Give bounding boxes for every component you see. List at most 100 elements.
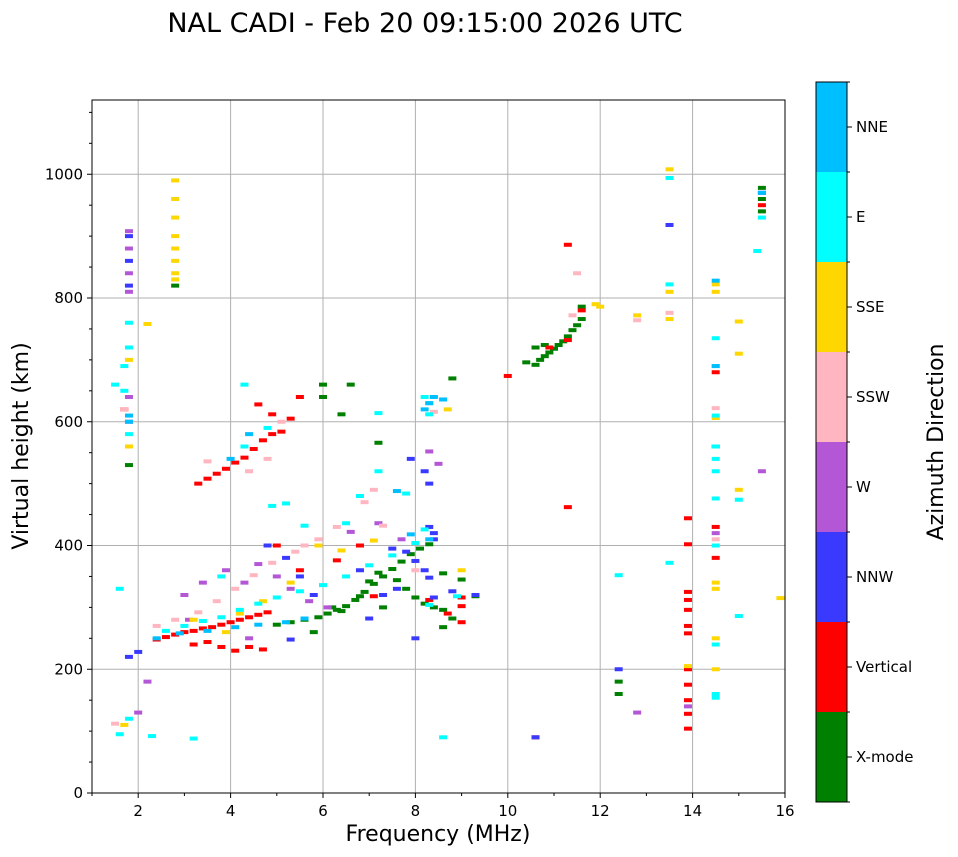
data-point-sse [596, 304, 605, 309]
data-point-ssw [314, 537, 323, 542]
data-point-e [374, 469, 383, 474]
data-point-w [683, 704, 692, 709]
data-point-ssw [665, 310, 674, 315]
data-point-nnw [263, 543, 272, 548]
data-point-sse [711, 636, 720, 641]
data-point-sse [711, 416, 720, 421]
data-point-vertical [683, 542, 692, 547]
data-point-x-mode [757, 185, 766, 190]
data-point-sse [711, 289, 720, 294]
data-point-sse [143, 321, 152, 326]
data-point-vertical [217, 622, 226, 627]
data-point-sse [665, 317, 674, 322]
data-point-e [342, 521, 351, 526]
data-point-vertical [258, 438, 267, 443]
colorbar-tick-label: E [856, 208, 865, 226]
data-point-e [711, 496, 720, 501]
data-point-nnw [420, 469, 429, 474]
data-point-nne [425, 537, 434, 542]
data-point-nnw [134, 649, 143, 654]
data-point-vertical [217, 644, 226, 649]
data-point-x-mode [457, 577, 466, 582]
data-point-vertical [171, 632, 180, 637]
data-point-vertical [268, 412, 277, 417]
data-point-x-mode [397, 559, 406, 564]
data-point-w [323, 605, 332, 610]
data-point-vertical [249, 446, 258, 451]
data-point-sse [591, 302, 600, 307]
data-point-x-mode [757, 209, 766, 214]
data-point-vertical [254, 402, 263, 407]
data-point-vertical [503, 373, 512, 378]
data-point-x-mode [573, 323, 582, 328]
data-point-x-mode [429, 605, 438, 610]
data-point-vertical [226, 620, 235, 625]
data-point-e [355, 494, 364, 498]
data-point-ssw [291, 549, 300, 554]
data-point-x-mode [379, 605, 388, 610]
y-tick-label: 1000 [45, 165, 83, 183]
data-point-vertical [245, 644, 254, 649]
data-point-x-mode [439, 571, 448, 576]
data-point-nnw [665, 222, 674, 227]
data-point-vertical [711, 524, 720, 529]
data-point-nne [757, 190, 766, 195]
y-tick-label: 800 [54, 289, 83, 307]
data-point-e [753, 248, 762, 253]
data-point-ssw [203, 459, 212, 464]
data-point-nnw [406, 456, 415, 461]
data-point-e [388, 553, 397, 558]
data-point-x-mode [332, 607, 341, 612]
data-point-x-mode [614, 679, 623, 684]
data-point-w [143, 679, 152, 684]
data-point-sse [633, 313, 642, 318]
data-point-x-mode [531, 345, 540, 350]
data-point-x-mode [272, 622, 281, 627]
chart-title: NAL CADI - Feb 20 09:15:00 2026 UTC [167, 8, 682, 39]
data-point-vertical [425, 597, 434, 602]
data-point-e [374, 411, 383, 416]
data-point-vertical [258, 647, 267, 652]
data-point-vertical [457, 620, 466, 625]
x-tick-label: 8 [411, 802, 421, 820]
data-point-ssw [277, 419, 286, 424]
data-point-vertical [683, 631, 692, 636]
data-point-e [711, 413, 720, 418]
data-point-vertical [203, 476, 212, 481]
data-point-vertical [443, 611, 452, 616]
data-point-nnw [388, 546, 397, 551]
data-point-x-mode [392, 578, 401, 583]
colorbar-tick-label: NNE [856, 118, 888, 136]
data-point-e [665, 560, 674, 565]
data-point-sse [369, 538, 378, 543]
y-axis: 0 200 400 600 800 1000 [45, 111, 92, 802]
data-point-nne [392, 489, 401, 494]
data-point-e [452, 594, 461, 599]
data-point-sse [171, 215, 180, 220]
data-point-ssw [568, 313, 577, 318]
data-point-sse [665, 289, 674, 294]
data-point-w [124, 246, 133, 251]
data-point-x-mode [319, 382, 327, 387]
data-point-x-mode [416, 546, 425, 551]
data-point-e [124, 320, 133, 325]
data-point-vertical [683, 607, 692, 612]
data-point-nne [300, 616, 309, 621]
data-point-vertical [683, 667, 692, 672]
data-point-nnw [124, 234, 133, 239]
data-point-x-mode [522, 360, 531, 365]
data-point-e [734, 614, 743, 619]
data-point-ssw [429, 409, 438, 414]
data-point-nne [152, 636, 161, 641]
data-point-ssw [300, 543, 309, 548]
data-point-x-mode [425, 542, 434, 547]
data-point-w [240, 580, 249, 585]
data-point-x-mode [342, 604, 351, 609]
data-point-sse [189, 617, 198, 622]
data-point-ssw [268, 560, 277, 565]
data-point-sse [734, 351, 743, 356]
data-point-sse [337, 548, 346, 553]
data-point-sse [171, 178, 180, 183]
data-point-sse [171, 277, 180, 282]
grid-layer [92, 100, 786, 793]
